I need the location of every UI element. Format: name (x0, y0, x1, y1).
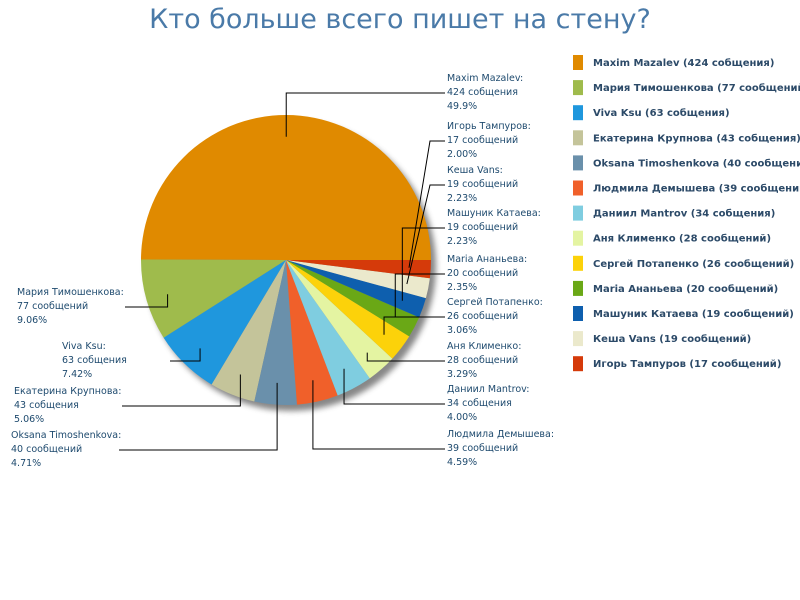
data-label: Кеша Vans: 19 сообщений 2.23% (447, 165, 518, 204)
data-label: Maxim Mazalev: 424 собщения 49.9% (447, 73, 523, 112)
leader-line (125, 294, 169, 308)
leader-line (394, 273, 445, 318)
data-label: Екатерина Крупнова: 43 собщения 5.06% (14, 386, 121, 425)
legend-swatch (573, 205, 583, 221)
legend-entry[interactable]: Maxim Mazalev (424 собщения) (593, 57, 774, 69)
data-label: Игорь Тампуров: 17 сообщений 2.00% (447, 121, 531, 160)
legend-swatch (573, 230, 583, 246)
legend-swatch (573, 155, 583, 171)
pie-slice[interactable] (286, 260, 410, 359)
legend-entry[interactable]: Maria Ананьева (20 сообщений) (593, 283, 778, 295)
legend-entry[interactable]: Oksana Timoshenkova (40 сообщений) (593, 157, 800, 169)
leader-line (343, 368, 445, 405)
leader-line (119, 382, 278, 451)
legend-swatch (573, 331, 583, 347)
legend-swatch (573, 356, 583, 372)
legend-entry[interactable]: Екатерина Крупнова (43 собщения) (593, 132, 800, 144)
legend-entry[interactable]: Аня Клименко (28 сообщений) (593, 233, 771, 245)
data-label: Людмила Демышева: 39 сообщений 4.59% (447, 429, 554, 468)
leader-line (383, 316, 445, 335)
pie-slice[interactable] (211, 260, 286, 402)
data-label: Мария Тимошенкова: 77 сообщений 9.06% (17, 287, 124, 326)
leader-line (285, 92, 445, 137)
legend-swatch (573, 130, 583, 146)
leader-line (408, 140, 445, 268)
data-label: Аня Клименко: 28 сообщений 3.29% (447, 341, 521, 380)
chart-title: Кто больше всего пишет на стену? (149, 4, 651, 35)
pie-slice[interactable] (286, 260, 393, 379)
legend-entry[interactable]: Машуник Катаева (19 сообщений) (593, 308, 794, 320)
legend-entry[interactable]: Игорь Тампуров (17 сообщений) (593, 358, 781, 370)
legend-swatch (573, 280, 583, 296)
data-label: Viva Ksu: 63 собщения 7.42% (62, 341, 127, 380)
data-label: Даниил Mantrov: 34 собщения 4.00% (447, 384, 529, 423)
legend-entry[interactable]: Сергей Потапенко (26 сообщений) (593, 258, 794, 270)
legend-entry[interactable]: Даниил Mantrov (34 собщения) (593, 208, 775, 220)
leader-line (312, 380, 445, 450)
leader-line (170, 348, 201, 362)
leader-line (401, 227, 445, 301)
pie-slice[interactable] (286, 260, 431, 279)
legend-entry[interactable]: Кеша Vans (19 сообщений) (593, 333, 751, 345)
data-label: Машуник Катаева: 19 сообщений 2.23% (447, 208, 541, 247)
legend-entry[interactable]: Людмила Демышева (39 сообщений) (593, 183, 800, 195)
legend-swatch (573, 180, 583, 196)
pie-slice[interactable] (286, 260, 430, 299)
pie-slice[interactable] (141, 259, 286, 338)
data-label: Maria Ананьева: 20 сообщений 2.35% (447, 254, 527, 293)
pie-slice[interactable] (163, 260, 286, 385)
pie-slice[interactable] (286, 260, 370, 396)
data-label: Oksana Timoshenkova: 40 сообщений 4.71% (11, 430, 121, 469)
legend-swatch (573, 80, 583, 96)
legend-entry[interactable]: Viva Ksu (63 собщения) (593, 107, 730, 119)
legend-swatch (573, 55, 583, 70)
legend-entry[interactable]: Мария Тимошенкова (77 сообщений) (593, 82, 800, 94)
legend-swatch (573, 306, 583, 321)
pie-slice[interactable] (141, 115, 432, 260)
pie-slice[interactable] (286, 260, 338, 405)
leader-line (366, 352, 445, 362)
legend-swatch (573, 105, 583, 121)
leader-line (406, 184, 445, 285)
pie-slice[interactable] (286, 260, 426, 318)
pie-slice[interactable] (254, 260, 297, 405)
legend-swatch (573, 255, 583, 271)
data-label: Сергей Потапенко: 26 сообщений 3.06% (447, 297, 543, 336)
leader-line (122, 374, 241, 407)
